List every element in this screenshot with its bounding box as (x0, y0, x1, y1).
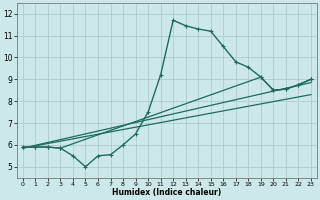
X-axis label: Humidex (Indice chaleur): Humidex (Indice chaleur) (112, 188, 221, 197)
